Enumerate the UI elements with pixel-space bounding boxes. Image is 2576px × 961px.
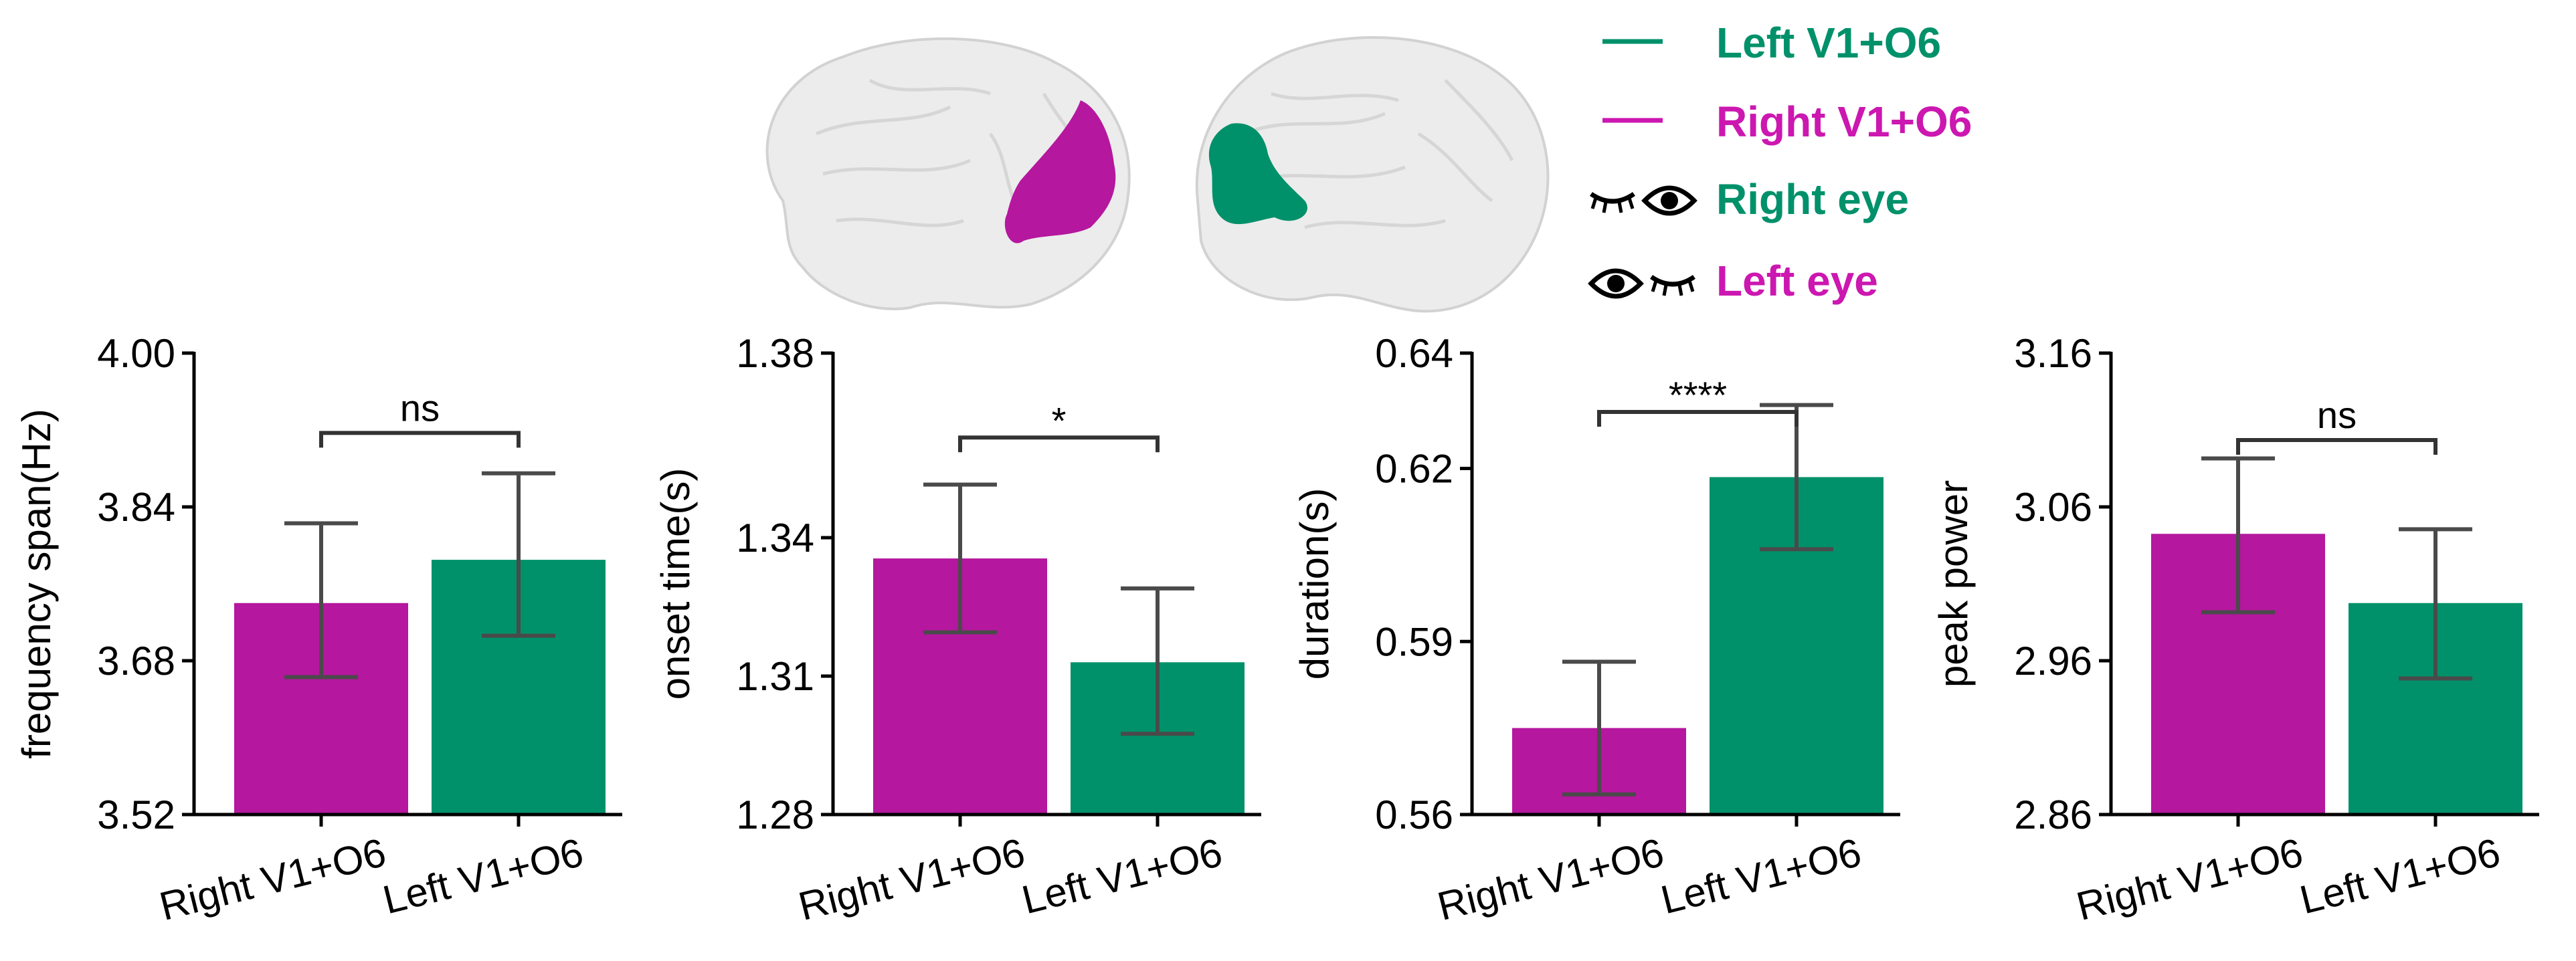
brain-images: [765, 36, 1550, 313]
roi-right-v1-o6: [1004, 100, 1116, 243]
legend: Left V1+O6 Right V1+O6 Right eye: [1588, 19, 1972, 305]
y-tick-label: 3.16: [2014, 331, 2092, 376]
eyes-closed-open-icon: [1590, 185, 1697, 216]
x-tick-label: Left V1+O6: [379, 830, 587, 923]
y-tick-label: 3.68: [97, 639, 175, 683]
y-tick-label: 0.62: [1375, 447, 1453, 492]
significance-label: ns: [2317, 394, 2357, 436]
x-tick-label: Left V1+O6: [1018, 830, 1226, 923]
x-tick-label: Left V1+O6: [1657, 830, 1865, 923]
roi-left-v1-o6: [1208, 123, 1307, 225]
x-tick-label: Right V1+O6: [2072, 830, 2307, 930]
x-tick-label: Right V1+O6: [1433, 830, 1668, 930]
significance-bracket: [319, 431, 521, 448]
y-axis-label: onset time(s): [653, 468, 698, 700]
brain-sulci: [1244, 79, 1514, 229]
significance-label: *: [1052, 399, 1067, 441]
y-tick-label: 2.96: [2014, 639, 2092, 683]
left-hemisphere-brain: [765, 37, 1131, 310]
y-axis-label: peak power: [1931, 480, 1976, 687]
y-tick-label: 4.00: [97, 331, 175, 376]
brain-surface: [765, 37, 1131, 310]
legend-label-left-eye: Left eye: [1716, 257, 1878, 305]
significance-bracket: [958, 435, 1160, 453]
y-tick-label: 3.06: [2014, 485, 2092, 530]
y-tick-label: 1.38: [736, 331, 814, 376]
significance-label: ns: [400, 387, 440, 429]
legend-label-right-v1-o6: Right V1+O6: [1716, 98, 1972, 146]
x-tick-label: Right V1+O6: [794, 830, 1029, 930]
brain-sulci: [816, 78, 1099, 229]
x-tick-label: Right V1+O6: [155, 830, 390, 930]
y-tick-label: 1.31: [736, 654, 814, 699]
legend-label-right-eye: Right eye: [1716, 175, 1909, 223]
y-tick-label: 2.86: [2014, 792, 2092, 837]
y-tick-label: 0.56: [1375, 792, 1453, 837]
significance-bracket: [2236, 437, 2437, 455]
right-hemisphere-brain: [1195, 36, 1550, 313]
y-tick-label: 1.34: [736, 516, 814, 560]
y-axis-label: duration(s): [1292, 488, 1337, 680]
y-tick-label: 0.59: [1375, 619, 1453, 664]
y-tick-label: 1.28: [736, 792, 814, 837]
y-tick-label: 3.52: [97, 792, 175, 837]
eyes-open-closed-icon: [1588, 268, 1695, 299]
y-tick-label: 0.64: [1375, 331, 1453, 376]
x-tick-label: Left V1+O6: [2296, 830, 2504, 923]
y-tick-label: 3.84: [97, 485, 175, 530]
significance-label: ****: [1669, 374, 1727, 416]
legend-label-left-v1-o6: Left V1+O6: [1716, 19, 1941, 67]
y-axis-label: frequency span(Hz): [14, 409, 59, 759]
significance-bracket: [1597, 409, 1799, 427]
